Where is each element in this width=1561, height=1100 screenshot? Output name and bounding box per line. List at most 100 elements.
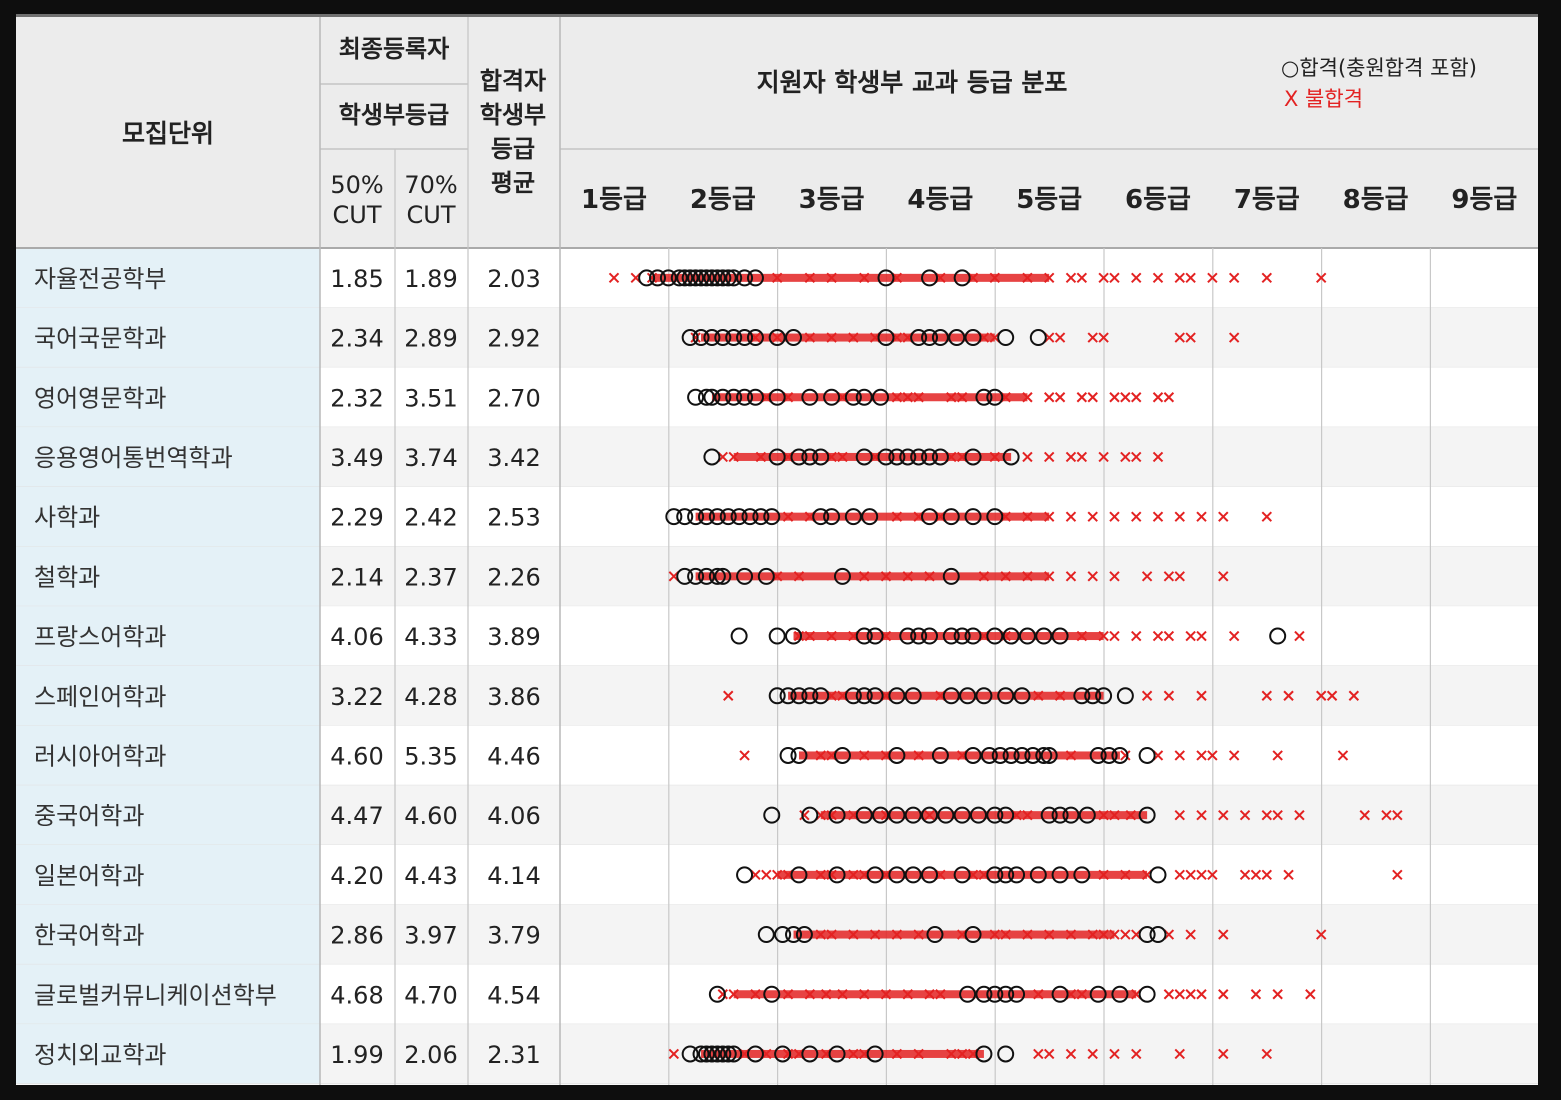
pass-mark <box>888 806 906 824</box>
pass-mark <box>975 388 993 406</box>
fail-mark <box>1239 809 1251 821</box>
fail-mark-stroke <box>1207 869 1218 881</box>
pass-mark <box>649 269 667 287</box>
pass-mark <box>1138 985 1156 1003</box>
fail-mark <box>1185 630 1196 642</box>
fail-mark <box>1185 929 1196 940</box>
pass-mark <box>746 329 764 347</box>
avg-value: 4.14 <box>487 862 540 890</box>
fail-mark-stroke <box>1131 511 1142 522</box>
fail-density-band <box>652 273 1050 282</box>
fail-mark <box>1065 451 1077 463</box>
unit-name: 일본어학과 <box>34 862 144 890</box>
pass-mark <box>1035 746 1053 764</box>
pass-mark <box>697 269 715 287</box>
fail-mark-stroke <box>1261 511 1273 522</box>
col-header-cut70-pct: 70% <box>404 171 457 199</box>
pass-mark <box>888 687 906 705</box>
fail-mark <box>1131 392 1142 403</box>
fail-mark <box>1174 571 1185 582</box>
fail-mark-stroke <box>1315 690 1327 701</box>
cut70-value: 4.28 <box>404 683 457 711</box>
fail-mark-stroke <box>1196 809 1207 821</box>
fail-mark <box>1218 989 1229 1000</box>
fail-mark-stroke <box>1163 571 1175 582</box>
unit-name: 영어영문학과 <box>34 384 166 412</box>
pass-mark <box>1100 746 1118 764</box>
pass-mark <box>801 388 819 406</box>
fail-mark-stroke <box>1109 630 1120 642</box>
fail-mark-stroke <box>1218 989 1229 1000</box>
grade-axis-label: 4등급 <box>907 185 973 215</box>
pass-mark <box>855 806 873 824</box>
fail-mark-stroke <box>1261 690 1273 701</box>
fail-mark <box>1218 809 1229 821</box>
row-label-bg <box>16 725 320 786</box>
pass-mark <box>997 687 1015 705</box>
fail-mark-stroke <box>1065 571 1077 582</box>
pass-mark <box>844 388 862 406</box>
pass-mark <box>1073 866 1091 884</box>
pass-mark <box>692 269 710 287</box>
pass-mark <box>779 746 797 764</box>
pass-mark <box>921 508 939 526</box>
pass-mark <box>942 687 960 705</box>
row-label-bg <box>16 785 320 845</box>
fail-mark-stroke <box>1163 690 1175 701</box>
pass-mark <box>910 329 928 347</box>
fail-mark <box>1076 272 1088 284</box>
pass-mark <box>714 388 732 406</box>
pass-mark <box>736 269 754 287</box>
pass-mark <box>948 329 966 347</box>
pass-mark <box>746 388 764 406</box>
fail-mark <box>1054 332 1066 343</box>
fail-mark <box>1152 511 1164 522</box>
pass-mark <box>1073 687 1091 705</box>
pass-mark <box>697 1045 715 1063</box>
fail-mark-stroke <box>1174 511 1185 522</box>
fail-mark <box>1131 1048 1142 1060</box>
unit-name: 철학과 <box>34 563 100 591</box>
pass-mark <box>714 269 732 287</box>
pass-mark <box>730 508 748 526</box>
pass-mark <box>687 269 705 287</box>
fail-mark <box>1131 272 1142 284</box>
pass-mark <box>1269 627 1287 645</box>
pass-mark <box>1051 985 1069 1003</box>
fail-mark-stroke <box>1065 1048 1077 1060</box>
pass-mark <box>991 746 1009 764</box>
pass-mark <box>725 269 743 287</box>
fail-mark <box>1120 451 1131 463</box>
fail-mark-stroke <box>1065 272 1077 284</box>
pass-mark <box>687 388 705 406</box>
fail-mark-stroke <box>1098 332 1109 343</box>
fail-mark <box>1174 869 1185 881</box>
pass-mark <box>703 448 721 466</box>
pass-mark <box>833 567 851 585</box>
fail-mark-stroke <box>1261 1048 1273 1060</box>
fail-density-band <box>695 572 1050 581</box>
cut70-value: 4.60 <box>404 802 457 830</box>
pass-mark <box>1089 985 1107 1003</box>
fail-mark-stroke <box>1109 272 1120 284</box>
fail-mark <box>1174 989 1185 1000</box>
pass-mark <box>725 1045 743 1063</box>
fail-mark <box>761 869 772 881</box>
fail-mark <box>1294 809 1305 821</box>
fail-mark-stroke <box>1196 869 1207 881</box>
pass-mark <box>823 508 841 526</box>
fail-mark-stroke <box>1109 392 1120 403</box>
fail-mark-stroke <box>1185 869 1196 881</box>
col-header-grade: 학생부등급 <box>339 101 449 129</box>
pass-mark <box>964 448 982 466</box>
fail-density-band <box>820 811 1148 820</box>
fail-mark <box>668 1048 680 1060</box>
cut70-value: 3.51 <box>404 384 457 412</box>
pass-mark <box>676 508 694 526</box>
fail-mark <box>1043 451 1055 463</box>
pass-mark <box>812 448 830 466</box>
fail-mark <box>690 332 701 343</box>
fail-mark <box>1315 690 1327 701</box>
fail-mark-stroke <box>1359 809 1370 821</box>
pass-mark <box>1111 746 1129 764</box>
